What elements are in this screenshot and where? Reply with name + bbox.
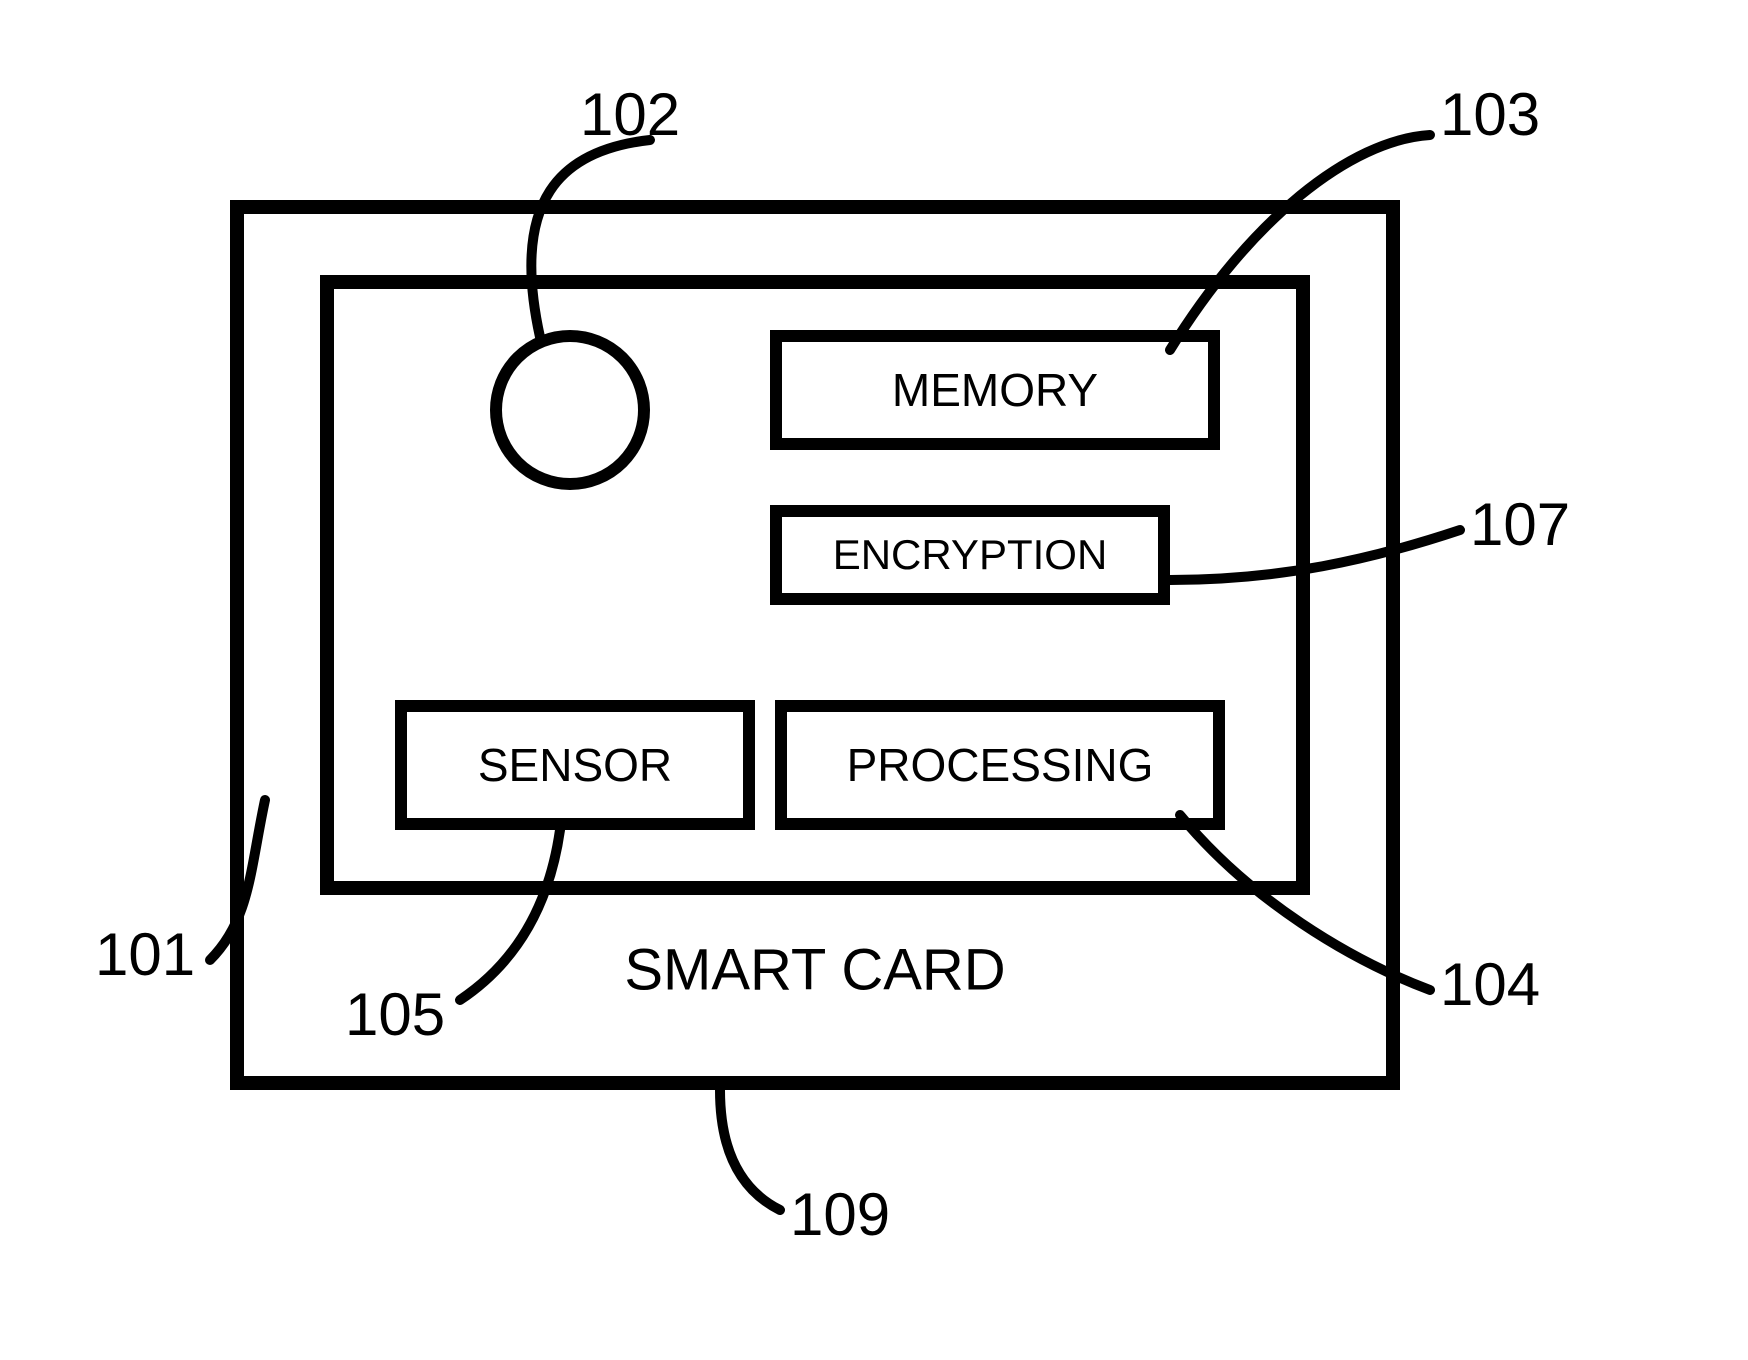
ref-103: 103: [1440, 80, 1540, 149]
encryption-block: ENCRYPTION: [770, 505, 1170, 605]
card-title: SMART CARD: [624, 937, 1005, 1004]
sensor-label: SENSOR: [478, 738, 672, 792]
diagram-canvas: MEMORY ENCRYPTION SENSOR PROCESSING SMAR…: [0, 0, 1748, 1360]
ref-105: 105: [345, 980, 445, 1049]
ref-102: 102: [580, 80, 680, 149]
processing-label: PROCESSING: [847, 738, 1154, 792]
memory-label: MEMORY: [892, 363, 1098, 417]
encryption-label: ENCRYPTION: [833, 531, 1108, 579]
leader-109: [720, 1090, 780, 1210]
ref-107: 107: [1470, 490, 1570, 559]
ref-101: 101: [95, 920, 195, 989]
sensor-block: SENSOR: [395, 700, 755, 830]
processing-block: PROCESSING: [775, 700, 1225, 830]
ref-104: 104: [1440, 950, 1540, 1019]
ref-109: 109: [790, 1180, 890, 1249]
memory-block: MEMORY: [770, 330, 1220, 450]
circle-element: [490, 330, 650, 490]
